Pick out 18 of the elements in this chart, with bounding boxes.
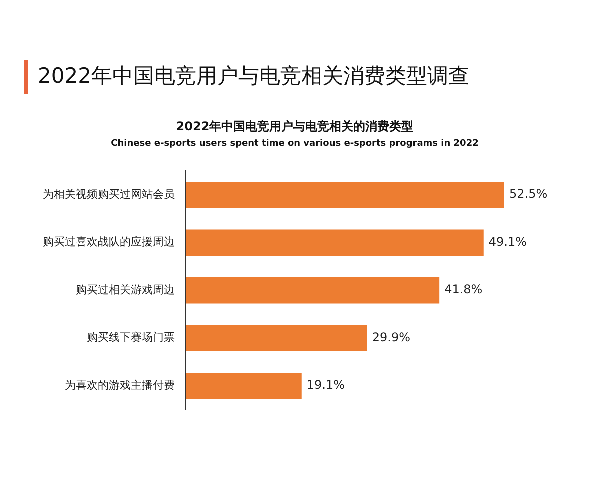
chart-subtitle: 2022年中国电竞用户与电竞相关的消费类型 (176, 119, 414, 134)
data-label: 41.8% (444, 282, 483, 297)
bar (186, 325, 368, 352)
data-label: 29.9% (372, 330, 411, 344)
bar (186, 372, 302, 400)
bar (186, 230, 484, 256)
y-tick-label: 购买过喜欢战队的应援周边 (43, 236, 175, 249)
data-label: 19.1% (306, 378, 345, 392)
bar (186, 277, 440, 304)
y-tick-label: 为相关视频购买过网站会员 (43, 188, 175, 201)
y-tick-label: 购买线下赛场门票 (87, 331, 175, 344)
y-tick-label: 为喜欢的游戏主播付费 (65, 378, 175, 392)
y-tick-label: 购买过相关游戏周边 (76, 283, 175, 296)
data-label: 49.1% (488, 234, 527, 249)
text: Chinese e-sports users spent time on various e-sports programs in 2022 (111, 139, 479, 150)
data-label: 52.5% (510, 187, 548, 202)
chart-title: 2022年中国电竞用户与电竞相关消费类型调查 (38, 63, 470, 90)
bar (186, 182, 504, 208)
